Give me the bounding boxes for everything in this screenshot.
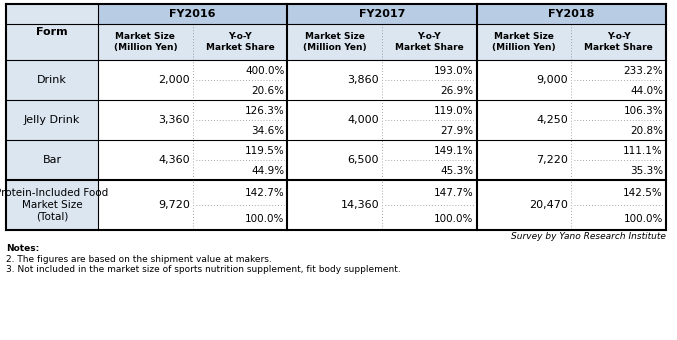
Text: 4,360: 4,360	[158, 155, 190, 165]
Text: Market Size
(Million Yen): Market Size (Million Yen)	[114, 32, 177, 52]
Text: Y-o-Y
Market Share: Y-o-Y Market Share	[584, 32, 653, 52]
Bar	[193, 24, 287, 60]
Text: 20.8%: 20.8%	[630, 126, 663, 136]
Bar	[193, 100, 287, 140]
Bar	[193, 60, 287, 100]
Text: Notes:: Notes:	[6, 244, 39, 253]
Bar	[98, 180, 193, 230]
Bar	[193, 180, 287, 230]
Text: Y-o-Y
Market Share: Y-o-Y Market Share	[206, 32, 274, 52]
Text: 2. The figures are based on the shipment value at makers.: 2. The figures are based on the shipment…	[6, 255, 271, 264]
Bar	[287, 60, 382, 100]
Bar	[477, 24, 571, 60]
Text: Market Size
(Million Yen): Market Size (Million Yen)	[303, 32, 366, 52]
Text: Market Size
(Million Yen): Market Size (Million Yen)	[492, 32, 556, 52]
Text: 35.3%: 35.3%	[630, 166, 663, 176]
Text: 149.1%: 149.1%	[434, 146, 474, 156]
Bar	[6, 4, 98, 60]
Text: 100.0%: 100.0%	[624, 214, 663, 223]
Bar	[98, 140, 193, 180]
Text: 119.0%: 119.0%	[434, 106, 474, 116]
Bar	[477, 100, 571, 140]
Text: 9,000: 9,000	[537, 75, 568, 85]
Text: 147.7%: 147.7%	[434, 188, 474, 199]
Text: 400.0%: 400.0%	[245, 66, 284, 76]
Text: 106.3%: 106.3%	[624, 106, 663, 116]
Text: Form: Form	[36, 27, 68, 37]
Text: Protein-Included Food
Market Size
(Total): Protein-Included Food Market Size (Total…	[0, 188, 108, 222]
Text: FY2018: FY2018	[548, 9, 594, 19]
Text: 119.5%: 119.5%	[244, 146, 284, 156]
Text: 7,220: 7,220	[536, 155, 568, 165]
Bar	[477, 180, 571, 230]
Bar	[382, 24, 477, 60]
Text: 20.6%: 20.6%	[251, 86, 284, 96]
Text: 142.5%: 142.5%	[624, 188, 663, 199]
Bar	[382, 100, 477, 140]
Text: FY2016: FY2016	[169, 9, 216, 19]
Bar	[98, 100, 193, 140]
Text: 26.9%: 26.9%	[441, 86, 474, 96]
Text: 100.0%: 100.0%	[434, 214, 474, 223]
Bar	[571, 140, 666, 180]
Text: 142.7%: 142.7%	[244, 188, 284, 199]
Text: 3. Not included in the market size of sports nutrition supplement, fit body supp: 3. Not included in the market size of sp…	[6, 265, 401, 274]
Text: 27.9%: 27.9%	[441, 126, 474, 136]
Text: 2,000: 2,000	[158, 75, 190, 85]
Bar	[98, 4, 287, 24]
Text: 4,000: 4,000	[347, 115, 379, 125]
Bar	[287, 180, 382, 230]
Bar	[477, 140, 571, 180]
Text: Y-o-Y
Market Share: Y-o-Y Market Share	[395, 32, 464, 52]
Text: 233.2%: 233.2%	[624, 66, 663, 76]
Bar	[6, 60, 98, 100]
Bar	[477, 4, 666, 24]
Text: 100.0%: 100.0%	[245, 214, 284, 223]
Bar	[571, 24, 666, 60]
Bar	[571, 60, 666, 100]
Text: 45.3%: 45.3%	[441, 166, 474, 176]
Text: 14,360: 14,360	[341, 200, 379, 210]
Bar	[6, 180, 98, 230]
Text: 126.3%: 126.3%	[244, 106, 284, 116]
Text: 9,720: 9,720	[158, 200, 190, 210]
Text: 3,360: 3,360	[158, 115, 190, 125]
Text: 3,860: 3,860	[347, 75, 379, 85]
Bar	[6, 100, 98, 140]
Text: Jelly Drink: Jelly Drink	[24, 115, 80, 125]
Text: 111.1%: 111.1%	[624, 146, 663, 156]
Bar	[98, 24, 193, 60]
Bar	[98, 60, 193, 100]
Bar	[287, 24, 382, 60]
Text: 44.0%: 44.0%	[630, 86, 663, 96]
Bar	[382, 140, 477, 180]
Bar	[382, 180, 477, 230]
Bar	[571, 180, 666, 230]
Text: Bar: Bar	[43, 155, 62, 165]
Bar	[193, 140, 287, 180]
Text: 34.6%: 34.6%	[251, 126, 284, 136]
Bar	[6, 140, 98, 180]
Bar	[477, 60, 571, 100]
Text: 4,250: 4,250	[537, 115, 568, 125]
Bar	[287, 4, 477, 24]
Text: 6,500: 6,500	[347, 155, 379, 165]
Bar	[287, 140, 382, 180]
Bar	[287, 100, 382, 140]
Bar	[382, 60, 477, 100]
Text: 20,470: 20,470	[529, 200, 568, 210]
Text: 193.0%: 193.0%	[434, 66, 474, 76]
Text: 44.9%: 44.9%	[251, 166, 284, 176]
Text: FY2017: FY2017	[359, 9, 406, 19]
Text: Drink: Drink	[37, 75, 67, 85]
Bar	[571, 100, 666, 140]
Text: Survey by Yano Research Institute: Survey by Yano Research Institute	[511, 232, 666, 241]
